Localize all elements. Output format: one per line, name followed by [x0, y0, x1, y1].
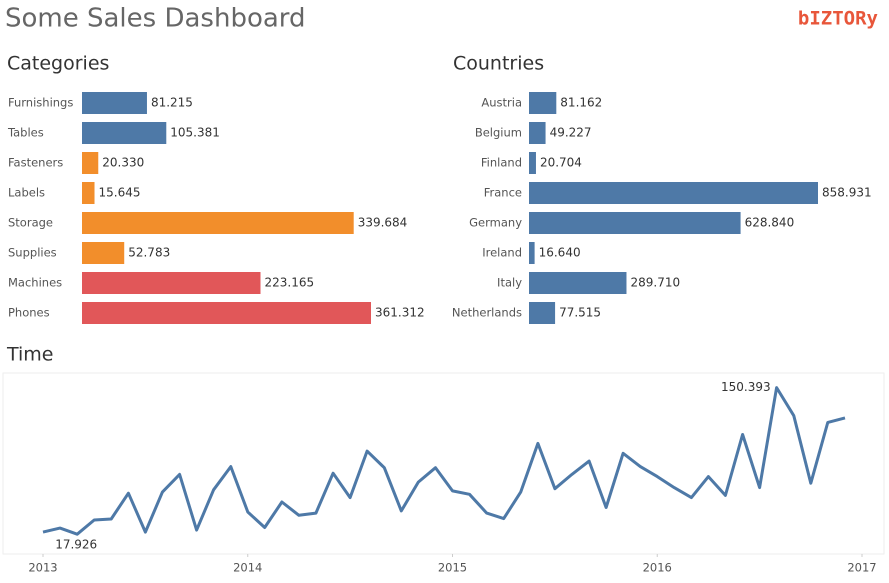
bar [82, 182, 95, 204]
value-label: 289.710 [630, 276, 680, 290]
category-label: Furnishings [8, 96, 73, 110]
bar [529, 302, 556, 324]
section-title: Time [6, 344, 54, 366]
value-label: 20.330 [102, 156, 144, 170]
category-label: Tables [7, 126, 44, 140]
value-label: 628.840 [745, 216, 795, 230]
category-label: Finland [481, 156, 522, 170]
category-label: Fasteners [8, 156, 63, 170]
category-label: Phones [8, 306, 50, 320]
value-label: 20.704 [540, 156, 582, 170]
logo: bIZTORy [798, 8, 878, 30]
value-label: 81.162 [560, 96, 602, 110]
bar [529, 272, 627, 294]
category-label: Storage [8, 216, 53, 230]
bar [529, 92, 557, 114]
bar [82, 152, 99, 174]
value-label: 16.640 [539, 246, 581, 260]
value-label: 223.165 [265, 276, 315, 290]
value-label: 15.645 [99, 186, 141, 200]
bar [82, 242, 125, 264]
value-label: 17.926 [55, 538, 97, 552]
x-tick-label: 2017 [847, 561, 876, 575]
category-label: France [484, 186, 522, 200]
category-label: Austria [481, 96, 522, 110]
bar [529, 182, 818, 204]
category-label: Italy [497, 276, 522, 290]
category-label: Machines [8, 276, 62, 290]
x-tick-label: 2016 [643, 561, 672, 575]
category-label: Ireland [482, 246, 522, 260]
bar [529, 122, 546, 144]
dashboard-title: Some Sales Dashboard [5, 4, 306, 34]
section-title: Countries [453, 53, 544, 75]
value-label: 52.783 [128, 246, 170, 260]
value-label: 858.931 [822, 186, 872, 200]
x-tick-label: 2014 [233, 561, 262, 575]
bar [82, 122, 167, 144]
bar [82, 272, 261, 294]
bar [529, 152, 536, 174]
value-label: 77.515 [559, 306, 601, 320]
category-label: Supplies [8, 246, 57, 260]
category-label: Netherlands [452, 306, 522, 320]
value-label: 361.312 [375, 306, 425, 320]
bar [529, 242, 535, 264]
x-tick-label: 2013 [28, 561, 57, 575]
category-label: Germany [469, 216, 522, 230]
value-label: 339.684 [358, 216, 408, 230]
bar [529, 212, 741, 234]
bar [82, 92, 147, 114]
value-label: 105.381 [170, 126, 220, 140]
time-frame [2, 372, 885, 555]
section-title: Categories [7, 53, 109, 75]
value-label: 150.393 [721, 380, 771, 394]
bar [82, 212, 354, 234]
category-label: Belgium [475, 126, 522, 140]
category-label: Labels [8, 186, 45, 200]
line [42, 386, 846, 536]
x-tick-label: 2015 [438, 561, 467, 575]
bar [82, 302, 371, 324]
value-label: 49.227 [550, 126, 592, 140]
value-label: 81.215 [151, 96, 193, 110]
